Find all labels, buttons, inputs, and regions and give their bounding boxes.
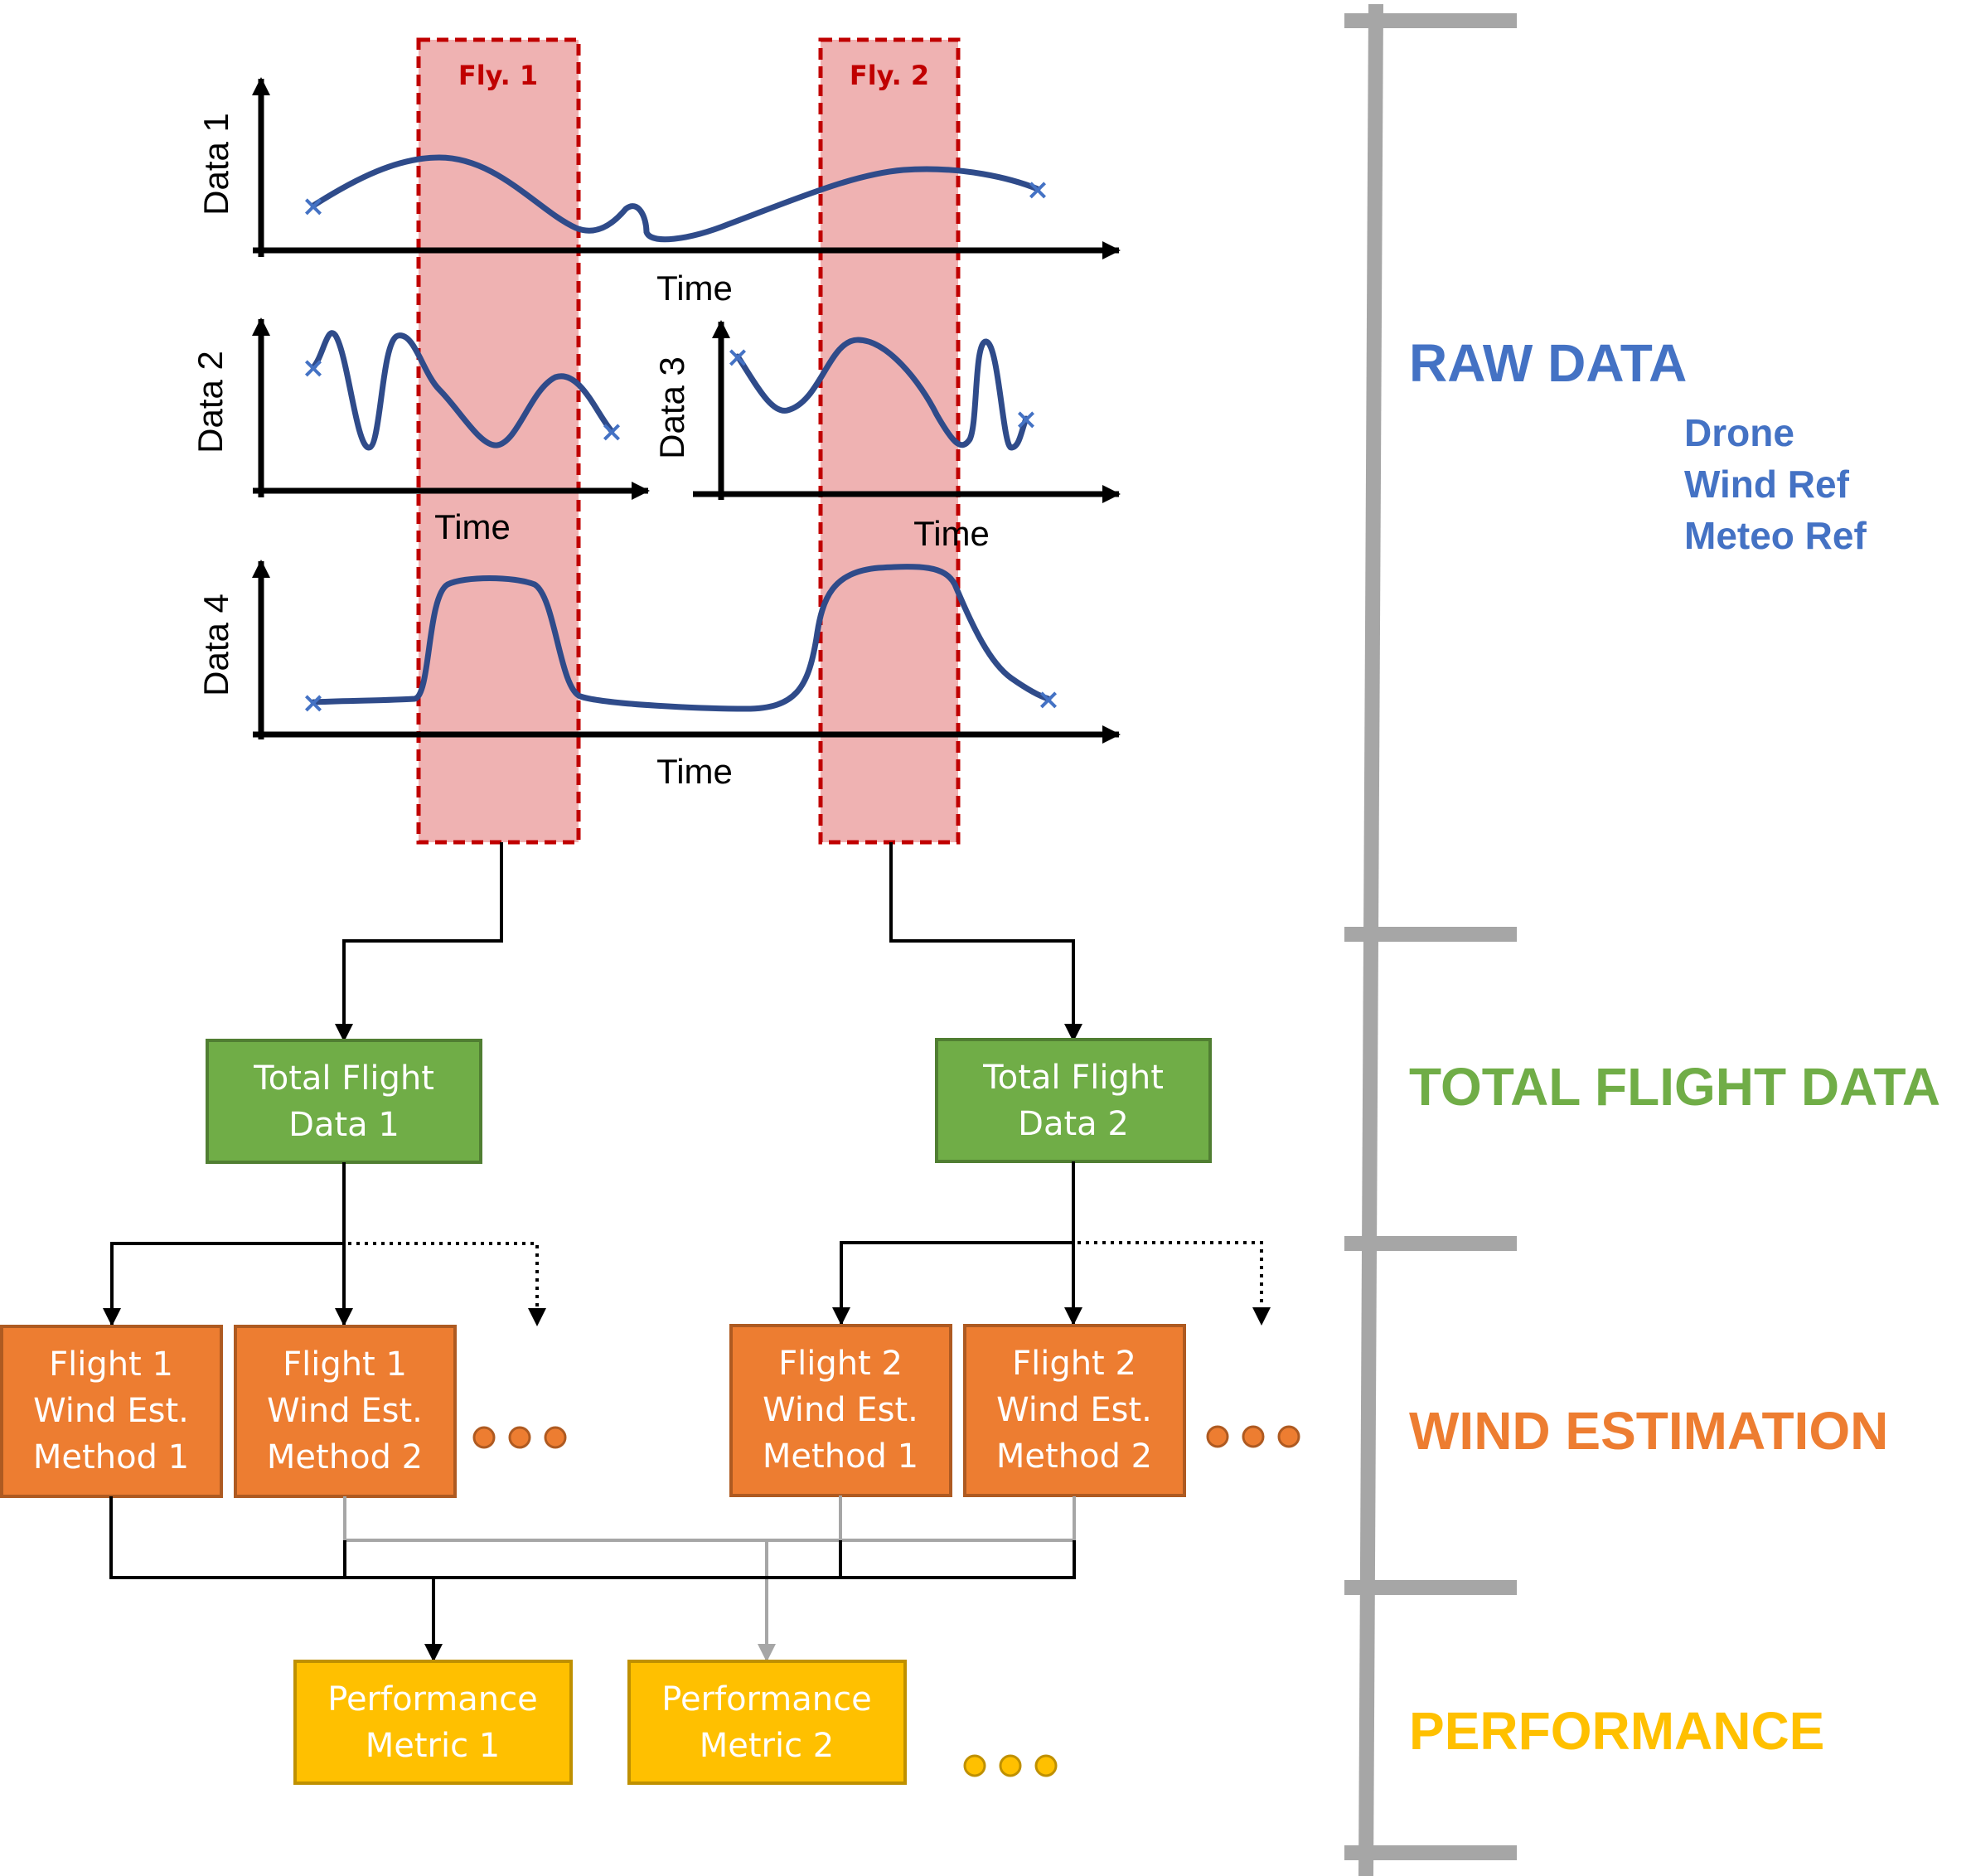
stage-raw-data: RAW DATA: [1409, 333, 1687, 393]
wind-est-f1-m2: Flight 1 Wind Est. Method 2: [234, 1325, 457, 1498]
wind-f2m1-line1: Flight 2: [778, 1345, 903, 1383]
data2-y-label: Data 2: [191, 351, 230, 453]
data1-x-label: Time: [656, 269, 733, 308]
total-flight-data-box-1: Total Flight Data 1: [206, 1039, 482, 1164]
data4-y-label: Data 4: [196, 594, 235, 696]
wind-estimation-more-dots-1: [472, 1426, 567, 1449]
data2-curve: [310, 330, 615, 451]
data2-end-marker: ×: [600, 415, 624, 448]
data3-x-label: Time: [913, 514, 990, 553]
data3-start-marker: ×: [726, 341, 750, 374]
wind-f1m2-line1: Flight 1: [283, 1345, 407, 1384]
data2-x-label: Time: [434, 507, 511, 546]
stage-timeline: [1344, 3, 1517, 1876]
wind-f2m2-line1: Flight 2: [1012, 1345, 1136, 1383]
wind-f2m2-line3: Method 2: [996, 1437, 1152, 1476]
data3-y-label: Data 3: [652, 356, 691, 459]
perf-m1-line2: Metric 1: [366, 1727, 501, 1765]
chart-data-4: × × Data 4 Time: [196, 560, 1121, 791]
perf-m1-line1: Performance: [327, 1680, 537, 1718]
chart-data-2: × × Data 2 Time: [191, 318, 650, 546]
wind-f1m2-line2: Wind Est.: [267, 1392, 423, 1430]
data3-end-marker: ×: [1015, 403, 1039, 436]
wind-estimation-more-dots-2: [1206, 1425, 1300, 1448]
flight-window-1-label: Fly. 1: [458, 60, 538, 91]
stage-wind-estimation: WIND ESTIMATION: [1409, 1401, 1888, 1461]
data1-end-marker: ×: [1026, 173, 1050, 206]
wind-est-f2-m2: Flight 2 Wind Est. Method 2: [963, 1324, 1186, 1497]
stage-total-flight-data: TOTAL FLIGHT DATA: [1409, 1057, 1940, 1117]
chart-data-3: × × Data 3 Time: [652, 320, 1121, 553]
data4-curve: [310, 564, 1052, 712]
data1-start-marker: ×: [302, 190, 326, 223]
data4-end-marker: ×: [1037, 683, 1061, 716]
performance-metric-1: Performance Metric 1: [293, 1660, 573, 1785]
wind-to-performance-connectors: [109, 1495, 1076, 1662]
flight-window-2: [818, 37, 961, 845]
total-flight-1-line1: Total Flight: [253, 1059, 434, 1098]
wind-f2m1-line2: Wind Est.: [763, 1391, 918, 1429]
wind-f1m1-line1: Flight 1: [49, 1345, 173, 1384]
wind-f2m1-line3: Method 1: [763, 1437, 918, 1476]
total-to-wind-connectors: [103, 1161, 1271, 1326]
stage-performance: PERFORMANCE: [1409, 1701, 1824, 1761]
total-flight-data-box-2: Total Flight Data 2: [935, 1038, 1212, 1163]
data1-y-label: Data 1: [196, 113, 235, 216]
performance-metric-2: Performance Metric 2: [627, 1660, 907, 1785]
data2-start-marker: ×: [302, 351, 326, 385]
perf-m2-line1: Performance: [661, 1680, 871, 1718]
wind-f1m1-line3: Method 1: [33, 1438, 189, 1476]
performance-more-dots: [963, 1754, 1058, 1777]
flight-window-connectors: [335, 842, 1082, 1042]
total-flight-1-line2: Data 1: [288, 1106, 400, 1144]
data1-curve: [310, 154, 1041, 243]
wind-est-f1-m1: Flight 1 Wind Est. Method 1: [0, 1325, 223, 1498]
flight-window-2-label: Fly. 2: [850, 60, 929, 91]
data3-curve: [734, 337, 1029, 451]
raw-source-drone: Drone: [1684, 411, 1794, 454]
wind-f1m2-line3: Method 2: [267, 1438, 423, 1476]
data4-x-label: Time: [656, 752, 733, 791]
wind-f2m2-line2: Wind Est.: [996, 1391, 1152, 1429]
wind-est-f2-m1: Flight 2 Wind Est. Method 1: [729, 1324, 952, 1497]
wind-f1m1-line2: Wind Est.: [33, 1392, 189, 1430]
data4-start-marker: ×: [302, 686, 326, 720]
raw-source-wind-ref: Wind Ref: [1684, 463, 1850, 506]
perf-m2-line2: Metric 2: [700, 1727, 835, 1765]
raw-source-meteo-ref: Meteo Ref: [1684, 514, 1867, 557]
chart-data-1: × × Data 1 Time: [196, 77, 1121, 308]
total-flight-2-line2: Data 2: [1018, 1105, 1129, 1143]
total-flight-2-line1: Total Flight: [982, 1059, 1164, 1097]
